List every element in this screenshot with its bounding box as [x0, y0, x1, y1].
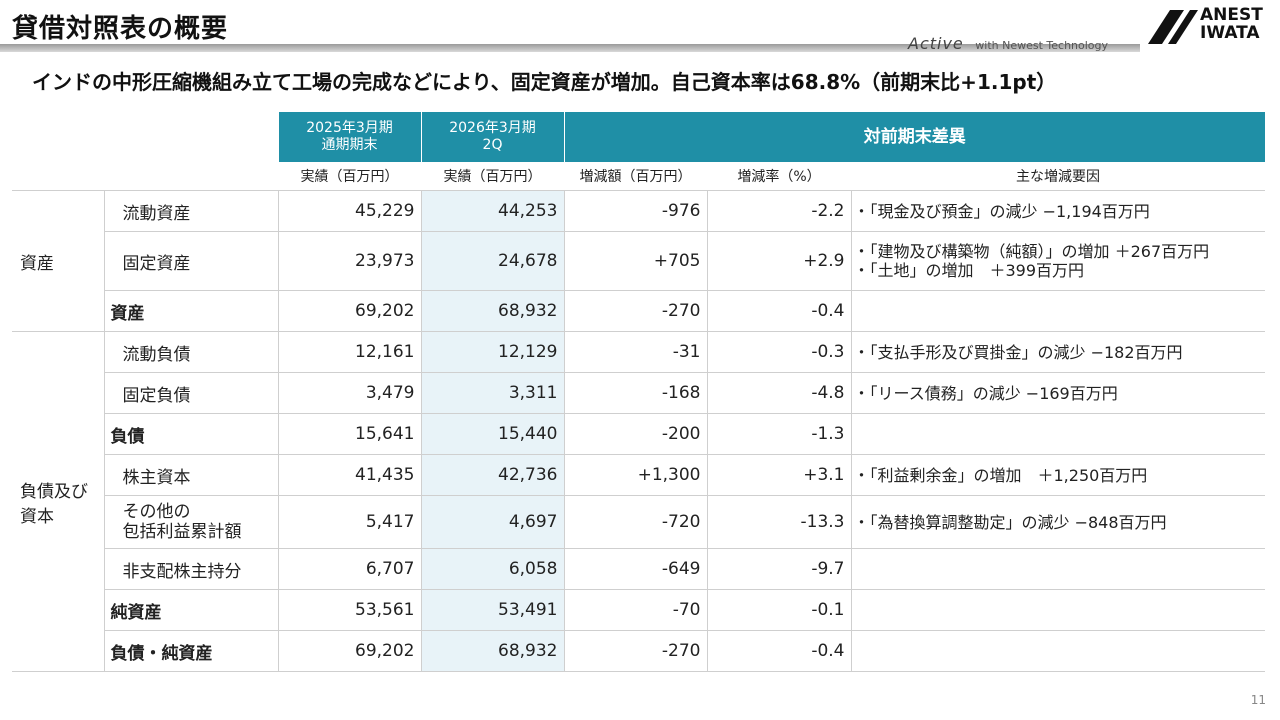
tagline: Active with Newest Technology: [908, 34, 1108, 53]
cell-rate: +2.9: [706, 231, 851, 291]
table-row: 負債及び資本 流動負債 12,161 12,129 -31 -0.3 ・「支払手…: [12, 331, 1266, 672]
cell-prev: 23,973: [277, 231, 421, 291]
cell-prev: 69,202: [277, 630, 421, 672]
row-label: 株主資本: [103, 454, 278, 496]
table-row: 資産 69,202 68,932 -270 -0.4: [12, 290, 1266, 332]
row-label: 流動負債: [103, 331, 278, 373]
cell-curr: 4,697: [420, 495, 564, 549]
cell-diff: -270: [563, 630, 707, 672]
balance-sheet-table: 2025年3月期 通期期末 2026年3月期 2Q 対前期末差異 実績（百万円）…: [12, 112, 1266, 672]
header-diff: 対前期末差異: [563, 112, 1266, 162]
cell-notes: ・「為替換算調整勘定」の減少 −848百万円: [850, 495, 1266, 549]
cell-curr: 24,678: [420, 231, 564, 291]
cell-notes: ・「利益剰余金」の増加 ＋1,250百万円: [850, 454, 1266, 496]
page-number: 11: [1250, 693, 1266, 707]
cell-curr: 42,736: [420, 454, 564, 496]
table-row: その他の 包括利益累計額 5,417 4,697 -720 -13.3 ・「為替…: [12, 495, 1266, 549]
cell-rate: -4.8: [706, 372, 851, 414]
row-label: 負債: [103, 413, 278, 455]
cell-prev: 41,435: [277, 454, 421, 496]
row-label: 固定負債: [103, 372, 278, 414]
tagline-text: with Newest Technology: [975, 39, 1109, 52]
cell-prev: 3,479: [277, 372, 421, 414]
unit-prev: 実績（百万円）: [278, 162, 421, 191]
cell-diff: -31: [563, 331, 707, 373]
company-logo-icon: [1148, 10, 1198, 44]
cell-curr: 15,440: [420, 413, 564, 455]
category-assets: 資産: [12, 190, 104, 332]
header-prev-period: 2025年3月期 通期期末: [277, 112, 421, 162]
cell-notes: [850, 630, 1266, 672]
unit-factors: 主な増減要因: [851, 162, 1266, 191]
unit-diff-rate: 増減率（%）: [707, 162, 851, 191]
row-label: 流動資産: [103, 190, 278, 232]
cell-prev: 6,707: [277, 548, 421, 590]
cell-diff: -70: [563, 589, 707, 631]
cell-rate: -1.3: [706, 413, 851, 455]
cell-curr: 3,311: [420, 372, 564, 414]
title-underline-bar: [0, 44, 1140, 52]
cell-curr: 68,932: [420, 290, 564, 332]
table-row: 負債・純資産 69,202 68,932 -270 -0.4: [12, 630, 1266, 672]
table-row: 固定負債 3,479 3,311 -168 -4.8 ・「リース債務」の減少 −…: [12, 372, 1266, 414]
cell-diff: +705: [563, 231, 707, 291]
table-row: 固定資産 23,973 24,678 +705 +2.9 ・「建物及び構築物（純…: [12, 231, 1266, 291]
cell-prev: 45,229: [277, 190, 421, 232]
cell-curr: 53,491: [420, 589, 564, 631]
row-label: 固定資産: [103, 231, 278, 291]
cell-rate: -2.2: [706, 190, 851, 232]
cell-notes: ・「支払手形及び買掛金」の減少 −182百万円: [850, 331, 1266, 373]
cell-rate: -0.3: [706, 331, 851, 373]
cell-diff: -976: [563, 190, 707, 232]
row-label: 純資産: [103, 589, 278, 631]
cell-prev: 12,161: [277, 331, 421, 373]
cell-diff: -270: [563, 290, 707, 332]
cell-rate: -0.1: [706, 589, 851, 631]
cell-rate: -0.4: [706, 630, 851, 672]
cell-notes: [850, 413, 1266, 455]
unit-diff-amount: 増減額（百万円）: [564, 162, 707, 191]
cell-rate: -13.3: [706, 495, 851, 549]
header-curr-period: 2026年3月期 2Q: [420, 112, 564, 162]
row-label: 非支配株主持分: [103, 548, 278, 590]
cell-curr: 68,932: [420, 630, 564, 672]
cell-diff: +1,300: [563, 454, 707, 496]
cell-rate: -9.7: [706, 548, 851, 590]
slide-subtitle: インドの中形圧縮機組み立て工場の完成などにより、固定資産が増加。自己資本率は68…: [32, 70, 1057, 94]
cell-prev: 15,641: [277, 413, 421, 455]
cell-notes: ・「現金及び預金」の減少 −1,194百万円: [850, 190, 1266, 232]
company-logo-text: ANEST IWATA: [1200, 5, 1263, 43]
table-row: 資産 流動資産 45,229 44,253 -976 -2.2 ・「現金及び預金…: [12, 190, 1266, 332]
cell-notes: [850, 290, 1266, 332]
table-row: 純資産 53,561 53,491 -70 -0.1: [12, 589, 1266, 631]
cell-curr: 12,129: [420, 331, 564, 373]
cell-curr: 44,253: [420, 190, 564, 232]
page-title: 貸借対照表の概要: [12, 14, 229, 44]
table-row: 非支配株主持分 6,707 6,058 -649 -9.7: [12, 548, 1266, 590]
cell-diff: -720: [563, 495, 707, 549]
cell-diff: -200: [563, 413, 707, 455]
table-row: 負債 15,641 15,440 -200 -1.3: [12, 413, 1266, 455]
table-row: 株主資本 41,435 42,736 +1,300 +3.1 ・「利益剰余金」の…: [12, 454, 1266, 496]
unit-curr: 実績（百万円）: [421, 162, 564, 191]
cell-diff: -168: [563, 372, 707, 414]
cell-curr: 6,058: [420, 548, 564, 590]
cell-prev: 69,202: [277, 290, 421, 332]
cell-notes: ・「建物及び構築物（純額）」の増加 ＋267百万円 ・「土地」の増加 ＋399百…: [850, 231, 1266, 291]
row-label: 資産: [103, 290, 278, 332]
cell-prev: 5,417: [277, 495, 421, 549]
cell-prev: 53,561: [277, 589, 421, 631]
cell-diff: -649: [563, 548, 707, 590]
category-liabilities-equity: 負債及び資本: [12, 331, 104, 672]
cell-notes: [850, 589, 1266, 631]
cell-rate: +3.1: [706, 454, 851, 496]
cell-notes: [850, 548, 1266, 590]
row-label: その他の 包括利益累計額: [103, 495, 278, 549]
cell-notes: ・「リース債務」の減少 −169百万円: [850, 372, 1266, 414]
tagline-brand: Active: [908, 34, 964, 53]
row-label: 負債・純資産: [103, 630, 278, 672]
cell-rate: -0.4: [706, 290, 851, 332]
